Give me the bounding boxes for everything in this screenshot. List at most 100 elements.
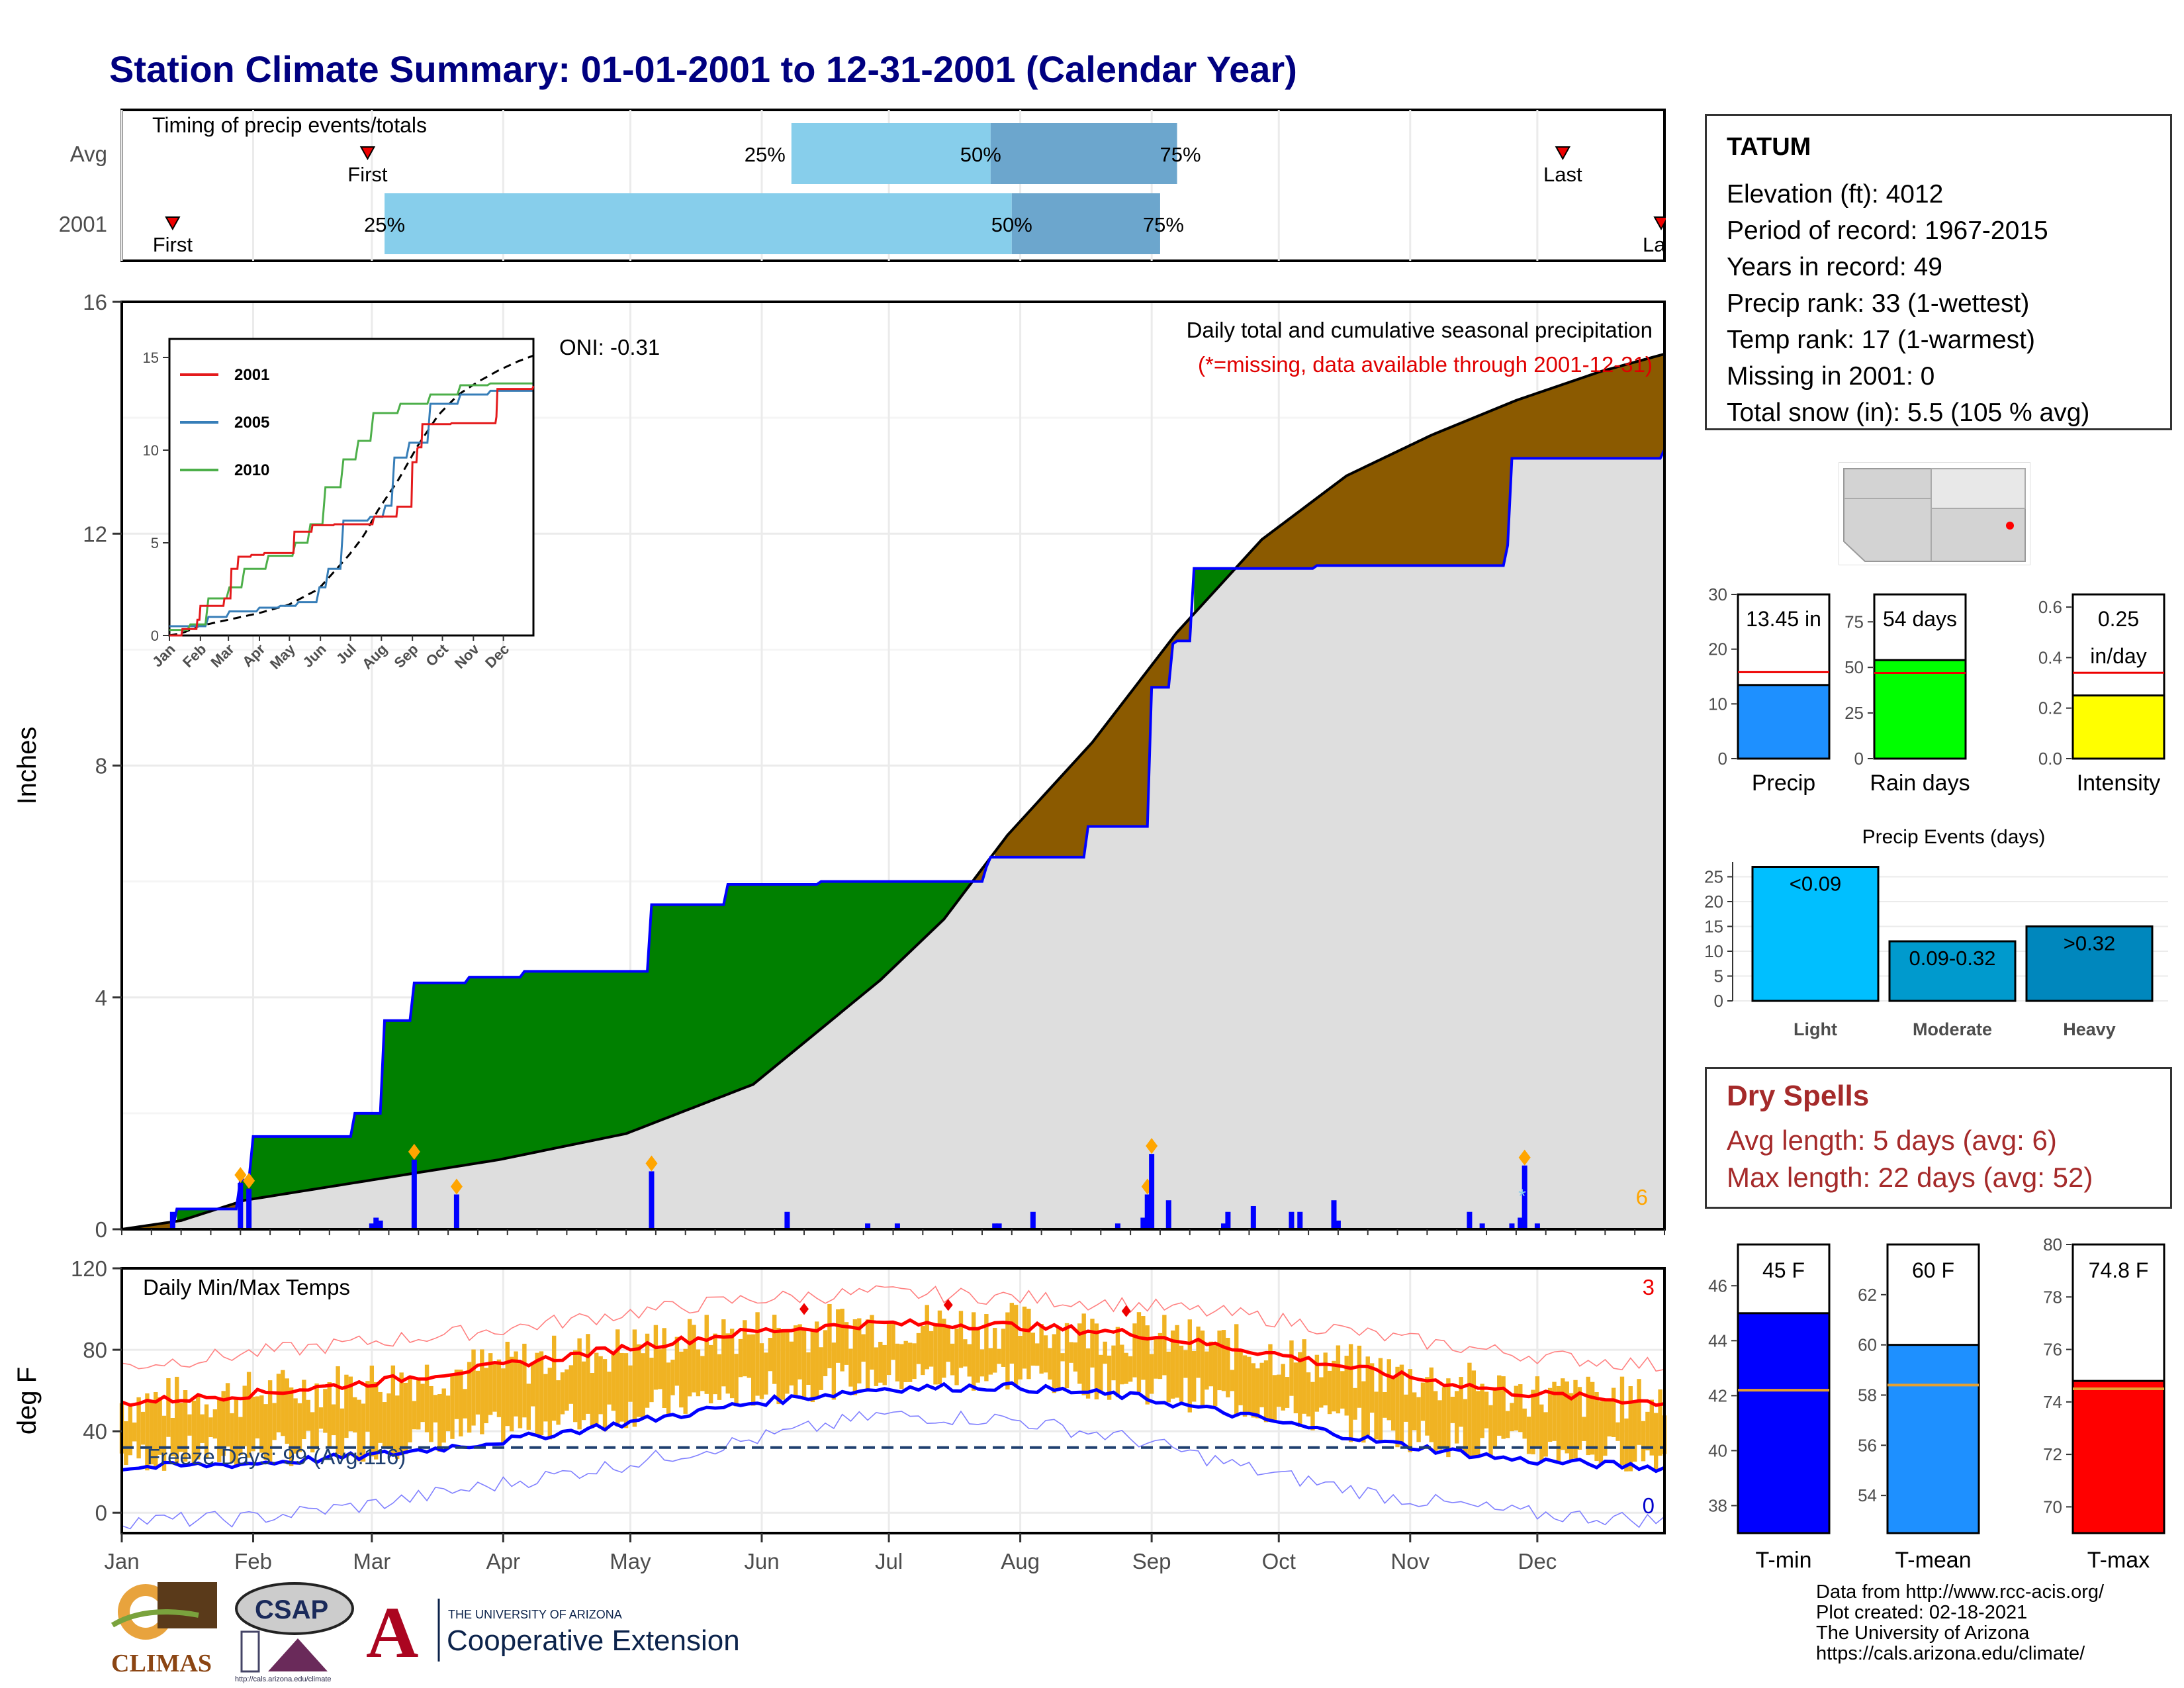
daily-temp-range-bar (297, 1403, 302, 1452)
timing-clip (1666, 212, 1692, 265)
daily-temp-range-bar (314, 1383, 319, 1450)
inset-legend-label: 2001 (234, 366, 269, 384)
daily-temp-range-bar (963, 1339, 968, 1367)
daily-temp-range-bar (641, 1353, 645, 1419)
csap-logo: CSAP http://cals.arizona.edu/climate (235, 1582, 354, 1683)
daily-temp-range-bar (1628, 1386, 1633, 1472)
daily-temp-range-bar (1531, 1389, 1535, 1455)
daily-temp-range-bar (1154, 1336, 1158, 1379)
daily-temp-range-bar (251, 1397, 255, 1452)
mini-bar-xlabel: Precip (1752, 771, 1815, 796)
station-temp-rank: Temp rank: 17 (1-warmest) (1727, 326, 2035, 354)
daily-temp-range-bar (272, 1403, 277, 1440)
daily-temp-range-bar (208, 1417, 213, 1438)
daily-temp-range-bar (327, 1382, 332, 1448)
daily-temp-range-bar (1289, 1340, 1294, 1396)
climas-logo: CLIMAS (111, 1582, 217, 1677)
daily-temp-range-bar (348, 1376, 353, 1432)
daily-temp-range-bar (365, 1381, 370, 1432)
daily-temp-range-bar (1035, 1343, 1040, 1366)
daily-temp-range-bar (806, 1352, 811, 1385)
daily-temp-range-bar (907, 1342, 913, 1382)
mini-bar-value (1737, 684, 1831, 760)
daily-temp-range-bar (870, 1315, 874, 1370)
precip-ytick-label: 8 (95, 754, 107, 778)
daily-temp-range-bar (276, 1374, 281, 1432)
temp-caption: Daily Min/Max Temps (143, 1275, 350, 1299)
daily-temp-range-bar (992, 1328, 997, 1373)
daily-temp-range-bar (445, 1395, 451, 1432)
daily-precip-bar (1165, 1200, 1171, 1229)
daily-temp-range-bar (1357, 1345, 1362, 1408)
quartile-box-low (385, 193, 1012, 254)
daily-temp-range-bar (810, 1329, 815, 1403)
precip-ylabel: Inches (13, 727, 42, 805)
daily-temp-range-bar (1425, 1377, 1430, 1436)
daily-temp-range-bar (1077, 1323, 1082, 1384)
mini-bar-ytick-label: 50 (1844, 657, 1864, 677)
timing-row-label: Avg (70, 142, 107, 166)
daily-temp-range-bar (1048, 1348, 1052, 1380)
daily-temp-range-bar (925, 1305, 929, 1370)
daily-temp-range-bar (670, 1360, 675, 1395)
daily-temp-range-bar (170, 1417, 175, 1456)
daily-temp-range-bar (496, 1359, 502, 1417)
ua-logo-small: THE UNIVERSITY OF ARIZONA (448, 1608, 622, 1621)
daily-temp-range-bar (1170, 1330, 1175, 1399)
daily-temp-range-bar (1510, 1403, 1514, 1432)
daily-temp-range-bar (1429, 1367, 1433, 1442)
daily-temp-range-bar (1060, 1353, 1065, 1362)
daily-temp-range-bar (1272, 1375, 1277, 1422)
daily-temp-range-bar (539, 1351, 544, 1436)
daily-temp-range-bar (1641, 1421, 1646, 1462)
daily-temp-range-bar (285, 1378, 289, 1444)
daily-temp-range-bar (1497, 1375, 1502, 1436)
daily-temp-range-bar (979, 1349, 985, 1377)
daily-precip-bar (1250, 1205, 1256, 1229)
daily-temp-range-bar (221, 1391, 226, 1456)
daily-temp-range-bar (1302, 1339, 1306, 1414)
daily-temp-range-bar (891, 1322, 895, 1360)
temp-bar-ytick-label: 40 (1708, 1440, 1727, 1460)
logos: CLIMAS CSAP http://cals.arizona.edu/clim… (111, 1582, 740, 1683)
temp-bar-ytick-label: 44 (1708, 1331, 1727, 1350)
climate-charts: Timing of precip events/totals Avg 25% 50% 7… (13, 109, 1692, 1573)
temp-bar-xlabel: T-mean (1895, 1548, 1971, 1573)
daily-temp-range-bar (1132, 1323, 1137, 1378)
daily-precip-bar (373, 1217, 379, 1229)
daily-temp-range-bar (958, 1311, 964, 1368)
daily-temp-range-bar (1263, 1360, 1269, 1423)
observed-cumulative-line (122, 449, 1666, 1231)
daily-temp-range-bar (369, 1365, 375, 1457)
daily-temp-range-bar (501, 1368, 506, 1444)
daily-temp-range-bar (607, 1372, 612, 1405)
daily-temp-range-bar (772, 1315, 777, 1384)
daily-temp-range-bar (416, 1378, 421, 1430)
q50-label: 50% (960, 143, 1001, 166)
daily-temp-range-bar (1556, 1385, 1561, 1464)
daily-temp-range-bar (1085, 1348, 1091, 1399)
daily-temp-range-bar (785, 1330, 790, 1394)
daily-temp-range-bar (1103, 1341, 1107, 1364)
daily-temp-range-bar (522, 1343, 527, 1418)
daily-precip-bar (1115, 1223, 1120, 1229)
daily-precip-bar (1467, 1211, 1473, 1229)
daily-precip-bar (1221, 1223, 1226, 1229)
heavy-precip-marker (408, 1143, 420, 1160)
inset-series-line (169, 389, 533, 628)
daily-precip-bar (649, 1171, 655, 1229)
location-map (1839, 462, 2030, 565)
temperature-panel: 0 40 80 120 deg F Daily Min/Max Temps Freeze D… (13, 1256, 1667, 1534)
daily-temp-range-bar (551, 1335, 557, 1421)
daily-temp-range-bar (1603, 1399, 1608, 1456)
daily-temp-range-bar (492, 1364, 497, 1412)
daily-temp-range-bar (729, 1329, 735, 1399)
daily-temp-range-bar (505, 1341, 510, 1427)
daily-temp-range-bar (895, 1343, 900, 1382)
daily-temp-range-bar (1535, 1376, 1540, 1446)
daily-temp-range-bar (1149, 1354, 1154, 1394)
station-location-marker (2006, 522, 2014, 530)
daily-temp-range-bar (1624, 1418, 1629, 1472)
daily-temp-range-bar (1212, 1342, 1218, 1407)
